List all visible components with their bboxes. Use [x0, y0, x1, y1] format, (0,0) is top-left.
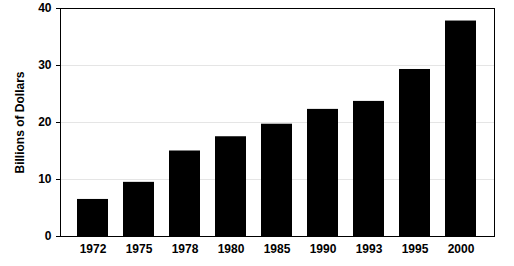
svg-text:1995: 1995 [402, 242, 429, 256]
svg-text:1978: 1978 [172, 242, 199, 256]
svg-text:0: 0 [45, 229, 52, 243]
svg-text:30: 30 [38, 58, 52, 72]
svg-text:40: 40 [38, 1, 52, 15]
svg-text:20: 20 [38, 115, 52, 129]
svg-text:2000: 2000 [448, 242, 475, 256]
svg-text:1985: 1985 [264, 242, 291, 256]
svg-text:1972: 1972 [80, 242, 107, 256]
svg-text:1975: 1975 [126, 242, 153, 256]
svg-text:1993: 1993 [356, 242, 383, 256]
svg-text:Billions of Dollars: Billions of Dollars [13, 71, 27, 173]
svg-text:1980: 1980 [218, 242, 245, 256]
svg-text:1990: 1990 [310, 242, 337, 256]
svg-text:10: 10 [38, 172, 52, 186]
